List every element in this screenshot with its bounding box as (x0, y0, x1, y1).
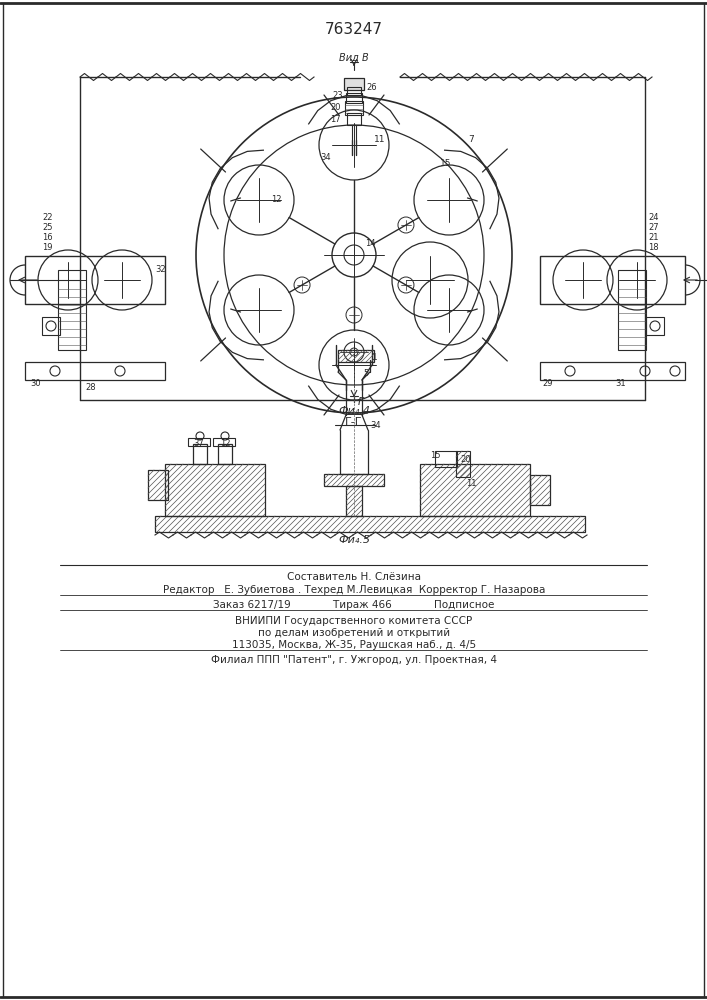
Bar (338, 350, 374, 362)
Text: 17: 17 (330, 114, 341, 123)
Text: 31: 31 (615, 378, 626, 387)
Text: 19: 19 (42, 243, 52, 252)
Bar (188, 438, 210, 446)
Bar (42, 317, 60, 335)
Text: 7: 7 (468, 135, 474, 144)
Bar (435, 451, 457, 467)
Text: 11: 11 (466, 479, 477, 488)
Text: Составитель Н. Слёзина: Составитель Н. Слёзина (287, 572, 421, 582)
Text: 113035, Москва, Ж-35, Раушская наб., д. 4/5: 113035, Москва, Ж-35, Раушская наб., д. … (232, 640, 476, 650)
Text: 21: 21 (648, 233, 658, 242)
Bar (347, 87, 361, 95)
Bar (540, 362, 685, 380)
Text: 20: 20 (460, 454, 470, 464)
Bar (646, 317, 664, 335)
Text: 23: 23 (332, 91, 343, 100)
Bar (324, 474, 384, 486)
Bar (193, 444, 207, 464)
Text: 12: 12 (271, 196, 281, 205)
Text: 5: 5 (363, 369, 368, 378)
Text: 1: 1 (372, 354, 378, 362)
Text: Заказ 6217/19             Тираж 466             Подписное: Заказ 6217/19 Тираж 466 Подписное (214, 600, 495, 610)
Bar (165, 464, 265, 516)
Text: по делам изобретений и открытий: по делам изобретений и открытий (258, 628, 450, 638)
Text: Вид В: Вид В (339, 53, 369, 63)
Text: 29: 29 (542, 378, 552, 387)
Text: 14: 14 (365, 238, 375, 247)
Bar (456, 451, 470, 477)
Bar (345, 101, 363, 115)
Bar (540, 256, 685, 304)
Bar (344, 78, 364, 90)
Text: 32: 32 (155, 265, 165, 274)
Text: Г: Г (358, 397, 363, 407)
Text: 15: 15 (430, 450, 440, 460)
Bar (618, 270, 646, 350)
Bar (420, 464, 530, 516)
Bar (25, 362, 165, 380)
Text: Фи₄.4: Фи₄.4 (338, 406, 370, 416)
Text: 37: 37 (193, 438, 204, 448)
Bar (25, 256, 165, 304)
Text: 26: 26 (366, 83, 377, 92)
Bar (346, 93, 362, 103)
Text: 27: 27 (648, 224, 659, 232)
Text: 28: 28 (85, 383, 95, 392)
Text: 12: 12 (220, 438, 230, 448)
Text: ВНИИПИ Государственного комитета СССР: ВНИИПИ Государственного комитета СССР (235, 616, 472, 626)
Bar (148, 470, 168, 500)
Text: 763247: 763247 (325, 22, 383, 37)
Text: Редактор   Е. Зубиетова . Техред М.Левицкая  Корректор Г. Назарова: Редактор Е. Зубиетова . Техред М.Левицка… (163, 585, 545, 595)
Text: 34: 34 (370, 420, 380, 430)
Text: Филиал ППП "Патент", г. Ужгород, ул. Проектная, 4: Филиал ППП "Патент", г. Ужгород, ул. Про… (211, 655, 497, 665)
Text: 18: 18 (648, 243, 659, 252)
Text: 34: 34 (320, 152, 331, 161)
Text: 25: 25 (42, 224, 52, 232)
Bar (155, 516, 585, 532)
Bar (346, 486, 362, 516)
Bar (218, 444, 232, 464)
Text: Г-Г: Г-Г (345, 417, 363, 427)
Text: 24: 24 (648, 214, 658, 223)
Bar (213, 438, 235, 446)
Text: 22: 22 (42, 214, 52, 223)
Text: 15: 15 (440, 159, 452, 168)
Bar (530, 475, 550, 505)
Text: Фи₄.5: Фи₄.5 (338, 535, 370, 545)
Text: 16: 16 (42, 233, 52, 242)
Bar (347, 113, 361, 125)
Text: 30: 30 (30, 378, 40, 387)
Text: 20: 20 (330, 103, 341, 111)
Bar (58, 270, 86, 350)
Text: 11: 11 (374, 134, 385, 143)
